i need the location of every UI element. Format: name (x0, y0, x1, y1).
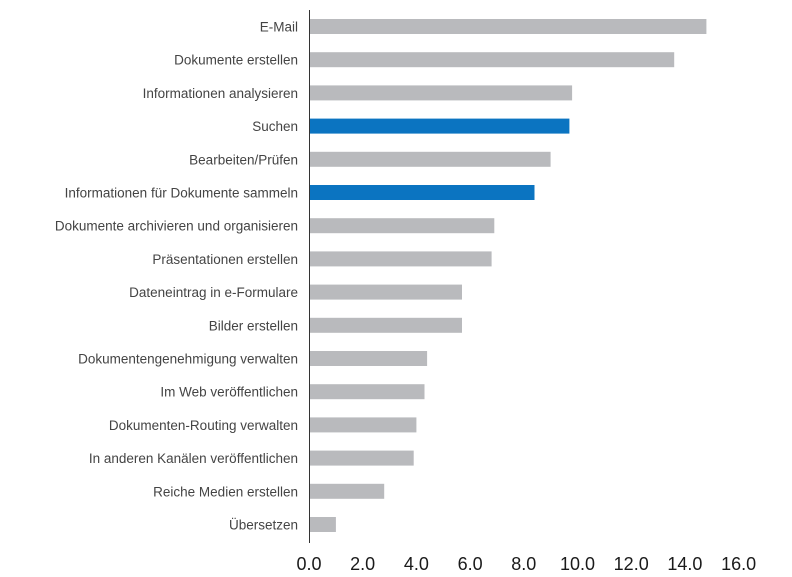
bars-group (309, 19, 707, 532)
bar-5 (309, 185, 535, 200)
category-label: Übersetzen (229, 518, 298, 533)
x-tick-label: 0.0 (296, 554, 321, 574)
bar-13 (309, 450, 414, 466)
x-tick-label: 10.0 (560, 554, 595, 574)
category-label: Suchen (252, 119, 298, 134)
bar-4 (309, 151, 551, 167)
category-label: Informationen für Dokumente sammeln (65, 186, 298, 201)
bar-2 (309, 85, 573, 101)
category-label: Dokumenten-Routing verwalten (109, 418, 298, 433)
category-label: In anderen Kanälen veröffentlichen (89, 451, 298, 466)
category-label: Dateneintrag in e-Formulare (129, 285, 298, 300)
x-tick-label: 4.0 (404, 554, 429, 574)
x-tick-label: 8.0 (511, 554, 536, 574)
category-label: Dokumente erstellen (174, 53, 298, 68)
category-label: Dokumentengenehmigung verwalten (78, 352, 298, 367)
category-label: Bilder erstellen (209, 318, 298, 333)
bar-1 (309, 52, 675, 68)
category-label: E-Mail (260, 20, 298, 35)
bar-8 (309, 284, 462, 300)
x-tick-label: 16.0 (721, 554, 756, 574)
bar-0 (309, 19, 707, 34)
bar-15 (309, 517, 336, 532)
bar-10 (309, 351, 428, 366)
category-label: Reiche Medien erstellen (153, 484, 298, 499)
category-label: Dokumente archivieren und organisieren (55, 219, 298, 234)
category-label: Im Web veröffentlichen (160, 385, 298, 400)
bar-12 (309, 417, 417, 433)
bar-6 (309, 218, 495, 234)
bar-7 (309, 251, 492, 267)
x-tick-label: 6.0 (458, 554, 483, 574)
category-label: Bearbeiten/Prüfen (189, 152, 298, 167)
category-labels: E-Mail Dokumente erstellen Informationen a… (55, 20, 298, 533)
bar-9 (309, 317, 462, 333)
x-tick-label: 14.0 (667, 554, 702, 574)
x-tick-label: 12.0 (614, 554, 649, 574)
bar-3 (309, 118, 570, 134)
category-label: Informationen analysieren (143, 86, 298, 101)
x-tick-label: 2.0 (350, 554, 375, 574)
bar-11 (309, 384, 425, 400)
x-tick-labels: 0.0 2.0 4.0 6.0 8.0 10.0 12.0 14.0 16.0 (296, 554, 756, 574)
bar-14 (309, 483, 385, 499)
category-label: Präsentationen erstellen (152, 252, 298, 267)
